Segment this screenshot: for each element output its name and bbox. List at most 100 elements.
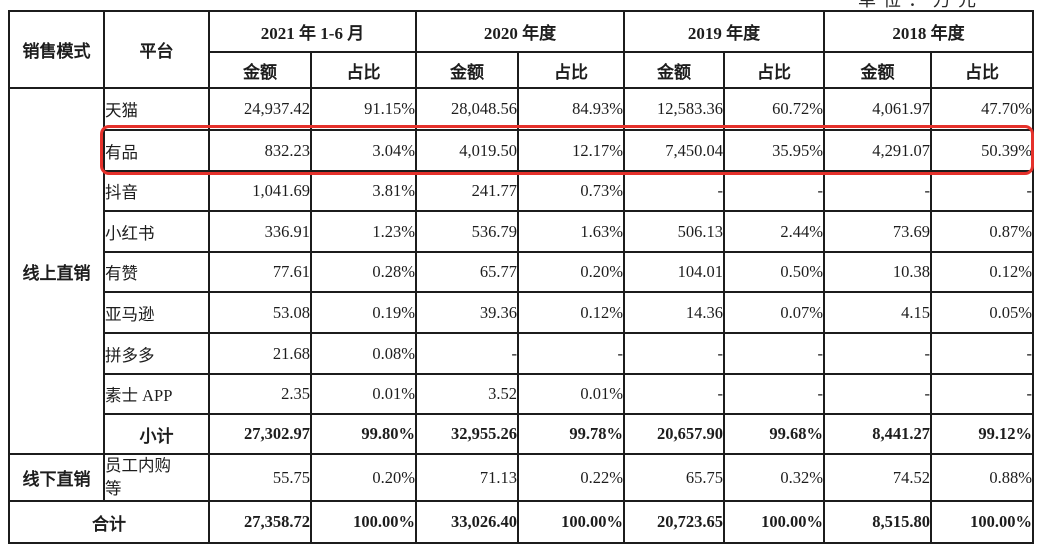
- header-amount-2019: 金额: [623, 51, 726, 89]
- ratio-cell: 100.00%: [309, 500, 418, 544]
- sales-by-platform-table: 销售模式 平台 2021 年 1-6 月 2020 年度 2019 年度 201…: [8, 10, 1035, 544]
- ratio-cell: 0.22%: [517, 453, 626, 502]
- amount-cell: 7,450.04: [623, 129, 726, 172]
- platform-cell: 天猫: [103, 87, 210, 131]
- platform-cell: 抖音: [103, 170, 210, 212]
- platform-cell: 有赞: [103, 251, 210, 293]
- amount-cell: -: [623, 373, 726, 415]
- ratio-cell: 0.08%: [309, 332, 418, 375]
- amount-cell: -: [415, 332, 520, 375]
- amount-cell: 2.35: [208, 373, 312, 415]
- amount-cell: 53.08: [208, 291, 312, 334]
- ratio-cell: 0.88%: [930, 453, 1035, 502]
- platform-cell: 亚马逊: [103, 291, 210, 334]
- ratio-cell: 99.80%: [309, 413, 418, 455]
- platform-cell: 小红书: [103, 210, 210, 253]
- header-amount-2020: 金额: [415, 51, 520, 89]
- subtotal-row: 小计 27,302.97 99.80% 32,955.26 99.78% 20,…: [9, 413, 1035, 455]
- ratio-cell: 99.68%: [723, 413, 826, 455]
- ratio-cell: 100.00%: [930, 500, 1035, 544]
- amount-cell: 4.15: [823, 291, 933, 334]
- header-period-2020: 2020 年度: [415, 10, 626, 53]
- amount-cell: 65.77: [415, 251, 520, 293]
- ratio-cell: -: [723, 170, 826, 212]
- amount-cell: 4,061.97: [823, 87, 933, 131]
- ratio-cell: -: [723, 332, 826, 375]
- subtotal-label: 小计: [103, 413, 210, 455]
- ratio-cell: 99.12%: [930, 413, 1035, 455]
- ratio-cell: 0.28%: [309, 251, 418, 293]
- ratio-cell: 0.20%: [517, 251, 626, 293]
- ratio-cell: 0.87%: [930, 210, 1035, 253]
- header-row-metrics: 金额 占比 金额 占比 金额 占比 金额 占比: [9, 51, 1035, 89]
- ratio-cell: 12.17%: [517, 129, 626, 172]
- amount-cell: 10.38: [823, 251, 933, 293]
- platform-cell: 有品: [103, 129, 210, 172]
- ratio-cell: 0.20%: [309, 453, 418, 502]
- ratio-cell: -: [930, 332, 1035, 375]
- ratio-cell: 1.63%: [517, 210, 626, 253]
- ratio-cell: 0.32%: [723, 453, 826, 502]
- amount-cell: -: [623, 332, 726, 375]
- amount-cell: -: [823, 170, 933, 212]
- amount-cell: 55.75: [208, 453, 312, 502]
- table-row-youpin-highlighted: 有品 832.23 3.04% 4,019.50 12.17% 7,450.04…: [9, 129, 1035, 172]
- amount-cell: 1,041.69: [208, 170, 312, 212]
- ratio-cell: 3.81%: [309, 170, 418, 212]
- amount-cell: 8,515.80: [823, 500, 933, 544]
- header-period-2021: 2021 年 1-6 月: [207, 10, 418, 53]
- ratio-cell: 50.39%: [930, 129, 1035, 172]
- ratio-cell: 0.19%: [309, 291, 418, 334]
- amount-cell: -: [623, 170, 726, 212]
- amount-cell: 336.91: [208, 210, 312, 253]
- ratio-cell: 47.70%: [930, 87, 1035, 131]
- table-row-soocas-app: 素士 APP 2.35 0.01% 3.52 0.01% - - - -: [9, 373, 1035, 415]
- ratio-cell: 99.78%: [517, 413, 626, 455]
- header-ratio-2021: 占比: [309, 51, 418, 89]
- header-amount-2018: 金额: [823, 51, 933, 89]
- table-row-amazon: 亚马逊 53.08 0.19% 39.36 0.12% 14.36 0.07% …: [9, 291, 1035, 334]
- platform-cell: 素士 APP: [103, 373, 210, 415]
- ratio-cell: 0.50%: [723, 251, 826, 293]
- ratio-cell: 60.72%: [723, 87, 826, 131]
- header-period-2019: 2019 年度: [623, 10, 826, 53]
- amount-cell: 21.68: [208, 332, 312, 375]
- mode-cell-offline: 线下直销: [8, 453, 105, 502]
- table-row-tmall: 线上直销 天猫 24,937.42 91.15% 28,048.56 84.93…: [8, 87, 1035, 455]
- amount-cell: 33,026.40: [415, 500, 520, 544]
- header-ratio-2018: 占比: [930, 51, 1035, 89]
- ratio-cell: 0.05%: [930, 291, 1035, 334]
- amount-cell: 27,302.97: [208, 413, 312, 455]
- total-label: 合计: [8, 500, 210, 544]
- amount-cell: 4,019.50: [415, 129, 520, 172]
- ratio-cell: 35.95%: [723, 129, 826, 172]
- ratio-cell: 84.93%: [517, 87, 626, 131]
- ratio-cell: 0.01%: [517, 373, 626, 415]
- amount-cell: 104.01: [623, 251, 726, 293]
- amount-cell: -: [823, 373, 933, 415]
- ratio-cell: 2.44%: [723, 210, 826, 253]
- ratio-cell: 91.15%: [309, 87, 418, 131]
- table-row-pinduoduo: 拼多多 21.68 0.08% - - - - - -: [9, 332, 1035, 375]
- header-row-periods: 销售模式 平台 2021 年 1-6 月 2020 年度 2019 年度 201…: [8, 10, 1035, 89]
- total-row: 合计 27,358.72 100.00% 33,026.40 100.00% 2…: [8, 500, 1035, 544]
- ratio-cell: 100.00%: [517, 500, 626, 544]
- table-row-douyin: 抖音 1,041.69 3.81% 241.77 0.73% - - - -: [9, 170, 1035, 212]
- ratio-cell: -: [930, 170, 1035, 212]
- header-platform: 平台: [103, 10, 210, 89]
- amount-cell: 536.79: [415, 210, 520, 253]
- header-sales-mode: 销售模式: [8, 10, 105, 89]
- amount-cell: -: [823, 332, 933, 375]
- amount-cell: 241.77: [415, 170, 520, 212]
- mode-cell-online: 线上直销: [8, 87, 105, 455]
- amount-cell: 27,358.72: [208, 500, 312, 544]
- amount-cell: 832.23: [208, 129, 312, 172]
- ratio-cell: 0.07%: [723, 291, 826, 334]
- amount-cell: 8,441.27: [823, 413, 933, 455]
- ratio-cell: 100.00%: [723, 500, 826, 544]
- amount-cell: 24,937.42: [208, 87, 312, 131]
- amount-cell: 14.36: [623, 291, 726, 334]
- ratio-cell: 1.23%: [309, 210, 418, 253]
- table-row-xiaohongshu: 小红书 336.91 1.23% 536.79 1.63% 506.13 2.4…: [9, 210, 1035, 253]
